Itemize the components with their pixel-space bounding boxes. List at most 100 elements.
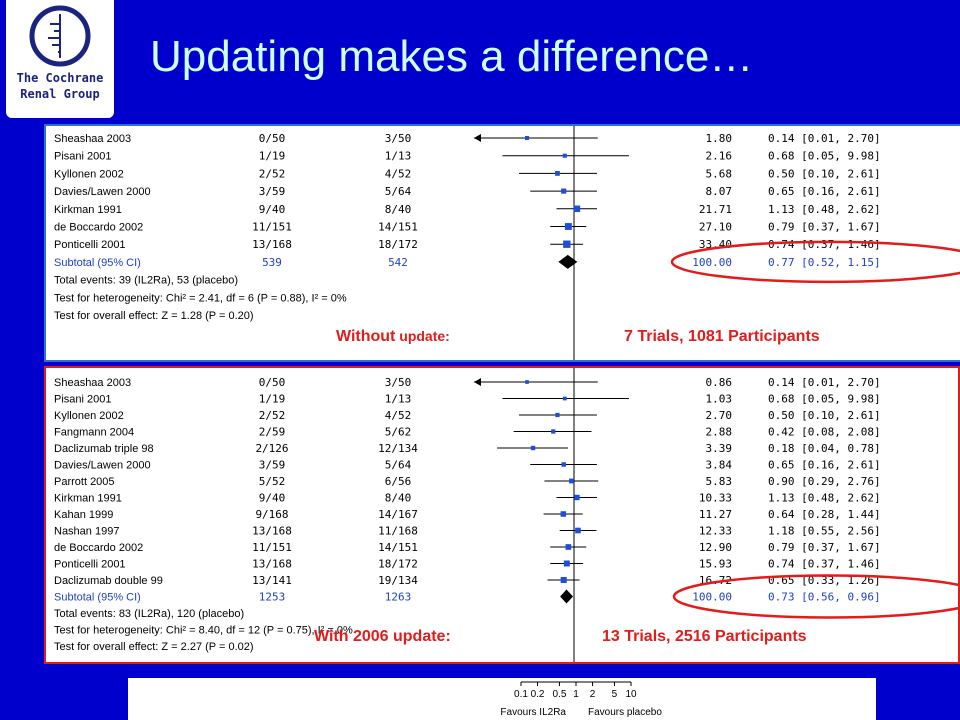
events-il2ra: 13/168 <box>252 558 292 571</box>
study-point-estimate <box>530 445 536 451</box>
events-il2ra: 9/40 <box>259 203 286 216</box>
study-name: Pisani 2001 <box>54 394 112 406</box>
study-point-estimate <box>562 396 567 401</box>
study-name: Daclizumab double 99 <box>54 575 163 587</box>
study-weight: 12.33 <box>699 525 732 538</box>
subtotal-diamond <box>560 589 574 604</box>
study-point-estimate <box>525 135 530 141</box>
cochrane-circle-icon <box>29 5 91 67</box>
subtotal-il2ra: 539 <box>262 256 282 269</box>
events-il2ra: 1/19 <box>259 150 286 163</box>
study-name: Kirkman 1991 <box>54 204 122 216</box>
events-il2ra: 2/126 <box>255 442 288 455</box>
events-placebo: 3/50 <box>385 132 412 145</box>
events-placebo: 19/134 <box>378 574 418 587</box>
study-rr-ci: 0.74 [0.37, 1.46] <box>768 238 881 251</box>
study-point-estimate <box>560 576 567 584</box>
events-placebo: 14/167 <box>378 508 418 521</box>
study-rr-ci: 0.65 [0.16, 2.61] <box>768 459 881 472</box>
events-placebo: 14/151 <box>378 541 418 554</box>
study-weight: 2.88 <box>706 426 733 439</box>
events-placebo: 5/64 <box>385 185 412 198</box>
study-point-estimate <box>574 494 580 501</box>
study-weight: 1.03 <box>706 393 733 406</box>
axis-tick-label: 1 <box>573 689 579 700</box>
subtotal-label: Subtotal (95% CI) <box>54 257 141 269</box>
study-name: Parrott 2005 <box>54 476 115 488</box>
events-placebo: 11/168 <box>378 525 418 538</box>
events-placebo: 5/62 <box>385 426 412 439</box>
study-point-estimate <box>560 511 567 517</box>
study-rr-ci: 0.14 [0.01, 2.70] <box>768 132 881 145</box>
study-point-estimate <box>561 462 566 467</box>
cochrane-logo: The Cochrane Renal Group <box>6 0 114 118</box>
slide-title: Updating makes a difference… <box>150 32 754 81</box>
events-il2ra: 0/50 <box>259 132 286 145</box>
study-point-estimate <box>555 171 560 176</box>
study-rr-ci: 0.14 [0.01, 2.70] <box>768 376 881 389</box>
study-point-estimate <box>562 153 567 158</box>
summary-note: Test for heterogeneity: Chi² = 8.40, df … <box>54 625 353 637</box>
study-point-estimate <box>555 412 560 418</box>
study-name: Davies/Lawen 2000 <box>54 186 151 198</box>
subtotal-placebo: 1263 <box>385 591 412 604</box>
study-point-estimate <box>573 205 581 213</box>
subtotal-weight: 100.00 <box>692 591 732 604</box>
events-il2ra: 9/40 <box>259 492 286 505</box>
study-weight: 0.86 <box>706 376 733 389</box>
study-point-estimate <box>551 429 556 434</box>
subtotal-rr-ci: 0.73 [0.56, 0.96] <box>768 591 881 604</box>
study-weight: 11.27 <box>699 508 732 521</box>
study-name: de Boccardo 2002 <box>54 542 143 554</box>
study-rr-ci: 0.42 [0.08, 2.08] <box>768 426 881 439</box>
study-weight: 3.84 <box>706 459 733 472</box>
axis-tick-label: 0.2 <box>531 689 545 700</box>
study-name: Kyllonen 2002 <box>54 168 124 180</box>
caption-rest: update: <box>395 328 450 344</box>
study-weight: 27.10 <box>699 221 732 234</box>
events-il2ra: 13/168 <box>252 525 292 538</box>
summary-note: Total events: 39 (IL2Ra), 53 (placebo) <box>54 275 238 287</box>
subtotal-weight: 100.00 <box>692 256 732 269</box>
events-placebo: 4/52 <box>385 409 412 422</box>
study-weight: 10.33 <box>699 492 732 505</box>
study-rr-ci: 0.79 [0.37, 1.67] <box>768 221 881 234</box>
caption-with-update: With 2006 update: <box>314 628 451 645</box>
study-name: Kirkman 1991 <box>54 493 122 505</box>
study-rr-ci: 1.18 [0.55, 2.56] <box>768 525 881 538</box>
forest-plot-bottom-svg: Sheashaa 2003 0/50 3/50 0.86 0.14 [0.01, 2.7… <box>54 368 958 662</box>
events-il2ra: 11/151 <box>252 541 292 554</box>
study-rr-ci: 1.13 [0.48, 2.62] <box>768 203 881 216</box>
events-placebo: 3/50 <box>385 376 412 389</box>
study-weight: 15.93 <box>699 558 732 571</box>
study-name: Nashan 1997 <box>54 526 119 538</box>
study-rr-ci: 0.68 [0.05, 9.98] <box>768 393 881 406</box>
events-il2ra: 0/50 <box>259 376 286 389</box>
subtotal-placebo: 542 <box>388 256 408 269</box>
axis-tick-label: 0.5 <box>552 689 566 700</box>
study-rr-ci: 0.68 [0.05, 9.98] <box>768 150 881 163</box>
study-rr-ci: 0.50 [0.10, 2.61] <box>768 409 881 422</box>
logo-line-1: The Cochrane <box>16 71 104 85</box>
events-il2ra: 2/59 <box>259 426 286 439</box>
events-il2ra: 3/59 <box>259 459 286 472</box>
study-point-estimate <box>563 560 570 567</box>
events-il2ra: 1/19 <box>259 393 286 406</box>
favours-right-label: Favours placebo <box>588 707 662 718</box>
logo-line-2: Renal Group <box>20 87 100 101</box>
study-rr-ci: 0.79 [0.37, 1.67] <box>768 541 881 554</box>
study-point-estimate <box>561 188 567 194</box>
study-weight: 21.71 <box>699 203 732 216</box>
favours-left-label: Favours IL2Ra <box>500 707 566 718</box>
study-rr-ci: 0.65 [0.16, 2.61] <box>768 185 881 198</box>
study-point-estimate <box>563 240 571 248</box>
study-name: Daclizumab triple 98 <box>54 443 154 455</box>
events-placebo: 12/134 <box>378 442 418 455</box>
axis-tick-label: 0.1 <box>514 689 528 700</box>
forest-plot-top-svg: Sheashaa 2003 0/50 3/50 1.80 0.14 [0.01, 2.7… <box>54 126 960 360</box>
study-weight: 12.90 <box>699 541 732 554</box>
study-name: Sheashaa 2003 <box>54 133 131 145</box>
events-placebo: 1/13 <box>385 150 412 163</box>
study-name: Fangmann 2004 <box>54 427 134 439</box>
study-name: Ponticelli 2001 <box>54 559 126 571</box>
